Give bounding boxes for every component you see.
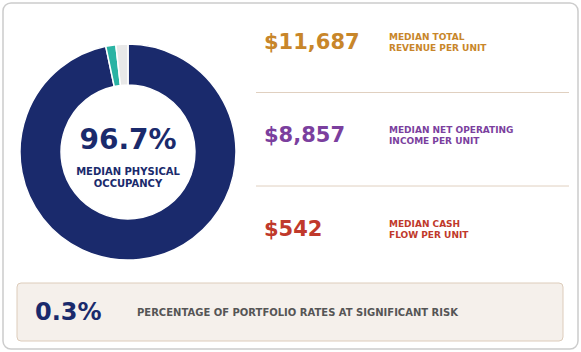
center-value: 96.7% <box>79 123 176 156</box>
donut-slice <box>20 44 236 260</box>
metric-value-line: $11,687 <box>264 30 360 54</box>
metric-label-line: MEDIAN CASH <box>389 219 460 229</box>
metric-label-line: INCOME PER UNIT <box>389 136 480 146</box>
metric-label-line: REVENUE PER UNIT <box>389 43 487 53</box>
bottom-label: PERCENTAGE OF PORTFOLIO RATES AT SIGNIFI… <box>137 307 459 318</box>
center-label-line: OCCUPANCY <box>94 178 163 189</box>
metric-value: $8,857 <box>264 123 345 147</box>
center-value-line: 96.7% <box>79 123 176 156</box>
divider <box>256 92 569 93</box>
chart: 96.7% MEDIAN PHYSICALOCCUPANCY $11,687 MEDI… <box>0 0 581 352</box>
donut-slice <box>116 44 128 85</box>
metric-label: MEDIAN TOTALREVENUE PER UNIT <box>389 32 487 53</box>
metric-value: $11,687 <box>264 30 360 54</box>
divider <box>256 186 569 187</box>
metric-value: $542 <box>264 217 322 241</box>
metric-value-line: $542 <box>264 217 322 241</box>
center-label-line: MEDIAN PHYSICAL <box>76 166 180 177</box>
bottom-label-line: PERCENTAGE OF PORTFOLIO RATES AT SIGNIFI… <box>137 307 459 318</box>
metric-label: MEDIAN NET OPERATINGINCOME PER UNIT <box>389 125 514 146</box>
metric-label-line: FLOW PER UNIT <box>389 230 469 240</box>
donut <box>20 44 236 260</box>
bottom-value: 0.3% <box>35 298 102 326</box>
metric-label-line: MEDIAN NET OPERATING <box>389 125 514 135</box>
center-label: MEDIAN PHYSICALOCCUPANCY <box>76 166 180 189</box>
metric-value-line: $8,857 <box>264 123 345 147</box>
bottom-box <box>17 283 563 341</box>
metric-label: MEDIAN CASHFLOW PER UNIT <box>389 219 469 240</box>
card <box>3 3 578 349</box>
bottom-value-line: 0.3% <box>35 298 102 326</box>
metric-label-line: MEDIAN TOTAL <box>389 32 465 42</box>
